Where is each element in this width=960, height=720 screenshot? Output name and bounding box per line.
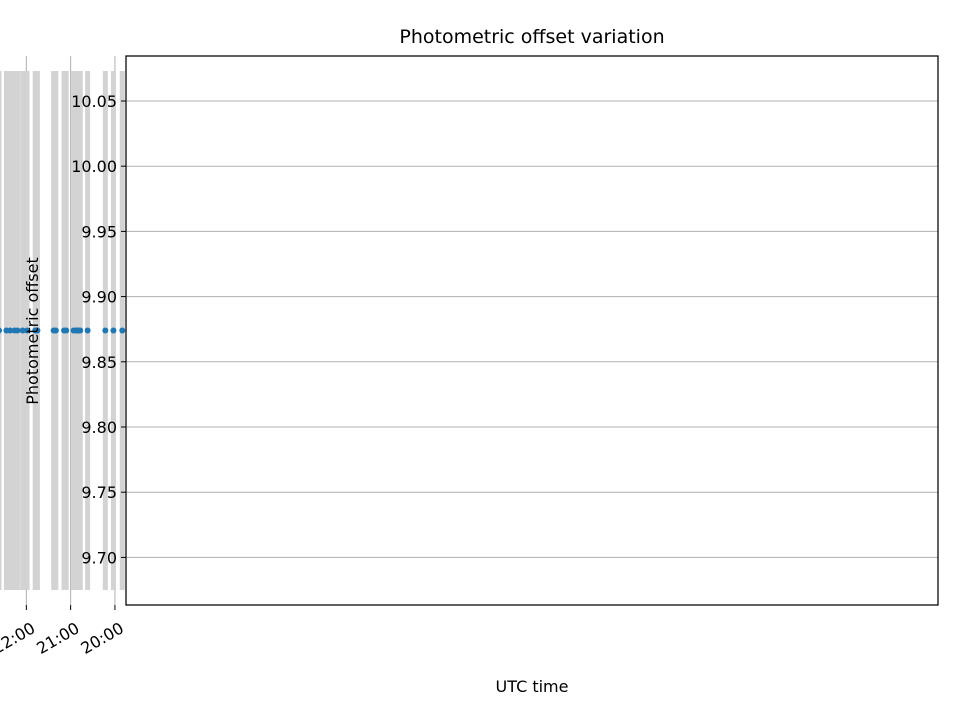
x-axis-label: UTC time [496, 677, 569, 696]
y-axis-label: Photometric offset [23, 257, 42, 405]
y-tick-label: 10.00 [71, 157, 117, 176]
data-point [50, 327, 57, 334]
data-point [70, 327, 77, 334]
y-tick-label: 9.70 [81, 548, 117, 567]
y-tick-label: 9.80 [81, 418, 117, 437]
data-point [11, 327, 18, 334]
data-point [19, 327, 26, 334]
data-point [3, 327, 10, 334]
point-layer [0, 327, 126, 334]
data-point [84, 327, 91, 334]
y-tick-label: 9.75 [81, 483, 117, 502]
data-point [32, 327, 39, 334]
data-point [60, 327, 67, 334]
y-tick-label: 9.95 [81, 222, 117, 241]
y-axis: 9.70 9.75 9.80 9.85 9.90 9.95 10.00 10.05 [71, 92, 126, 567]
y-tick-label: 9.90 [81, 288, 117, 307]
data-point [24, 327, 31, 334]
y-tick-label: 10.05 [71, 92, 117, 111]
y-tick-label: 9.85 [81, 353, 117, 372]
chart-title: Photometric offset variation [399, 26, 664, 48]
data-point [110, 327, 117, 334]
data-point [102, 327, 109, 334]
plot-frame [125, 55, 939, 606]
data-point [0, 327, 3, 334]
data-point [119, 327, 126, 334]
data-point [0, 328, 1, 333]
